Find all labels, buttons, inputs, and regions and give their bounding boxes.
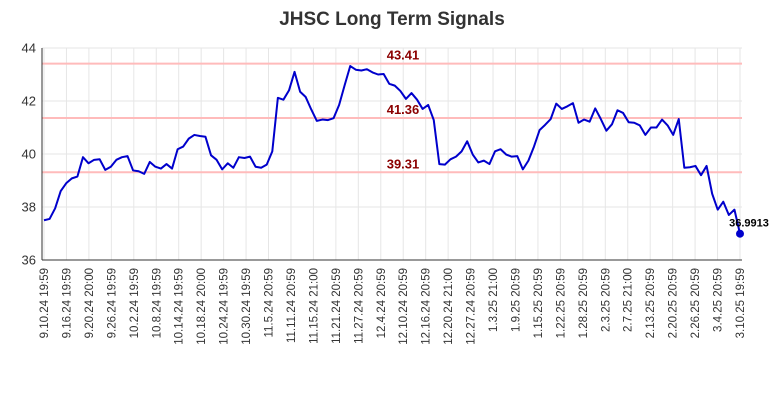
x-tick-label: 11.27.24 20:59 [353,268,365,344]
x-tick-label: 9.20.24 20:00 [84,268,96,338]
x-tick-label: 12.10.24 20:59 [398,268,410,345]
grid [42,47,742,261]
x-tick-label: 10.2.24 19:59 [129,268,141,338]
x-tick-label: 1.28.25 20:59 [578,268,590,338]
reference-line-label: 39.31 [387,156,420,171]
x-tick-label: 3.4.25 20:59 [713,268,725,332]
x-tick-label: 2.26.25 20:59 [690,268,702,338]
chart-title: JHSC Long Term Signals [279,9,505,30]
x-tick-label: 3.10.25 19:59 [735,268,747,338]
series [43,65,744,238]
x-tick-label: 2.20.25 20:59 [668,268,680,338]
x-tick-label: 2.13.25 20:59 [645,268,657,338]
x-tick-label: 9.26.24 19:59 [106,268,118,338]
x-tick-label: 1.15.25 20:59 [533,268,545,338]
x-tick-label: 12.16.24 20:59 [421,268,433,345]
x-tick-label: 10.30.24 19:59 [241,268,253,345]
x-tick-label: 11.15.24 21:00 [308,268,320,344]
labels: 43.41 41.36 39.31 36.9913 [387,48,769,230]
y-tick-label: 40 [22,147,36,162]
y-tick-label: 44 [22,41,36,56]
x-tick-label: 1.3.25 21:00 [488,268,500,332]
x-tick-label: 12.4.24 20:59 [376,268,388,338]
x-tick-label: 9.10.24 19:59 [39,268,51,338]
reference-line-label: 43.41 [387,48,420,63]
axes: 36 38 40 42 44 9.10.24 19:59 9.16.24 19:59 9.20… [22,41,747,345]
x-tick-label: 10.14.24 19:59 [174,268,186,345]
last-value-label: 36.9913 [729,218,769,230]
y-tick-label: 42 [22,94,36,109]
x-tick-label: 11.11.24 20:59 [286,268,298,343]
x-tick-label: 12.27.24 20:59 [466,268,478,345]
x-tick-label: 9.16.24 19:59 [61,268,73,338]
reference-line-label: 41.36 [387,102,420,117]
x-tick-label: 10.8.24 19:59 [151,268,163,338]
x-tick-label: 11.21.24 20:59 [331,268,343,344]
x-tick-label: 1.9.25 20:59 [510,268,522,332]
series-line [43,65,741,234]
x-tick-label: 1.22.25 20:59 [555,268,567,338]
x-tick-label: 2.3.25 20:59 [600,268,612,332]
last-point-marker [736,229,744,238]
x-tick-label: 10.18.24 20:00 [196,268,208,345]
y-tick-label: 38 [22,200,36,215]
x-tick-label: 11.5.24 20:59 [264,268,276,338]
x-tick-label: 10.24.24 19:59 [219,268,231,345]
x-tick-label: 12.20.24 21:00 [443,268,455,345]
y-tick-label: 36 [22,253,36,268]
x-tick-label: 2.7.25 21:00 [623,268,635,332]
